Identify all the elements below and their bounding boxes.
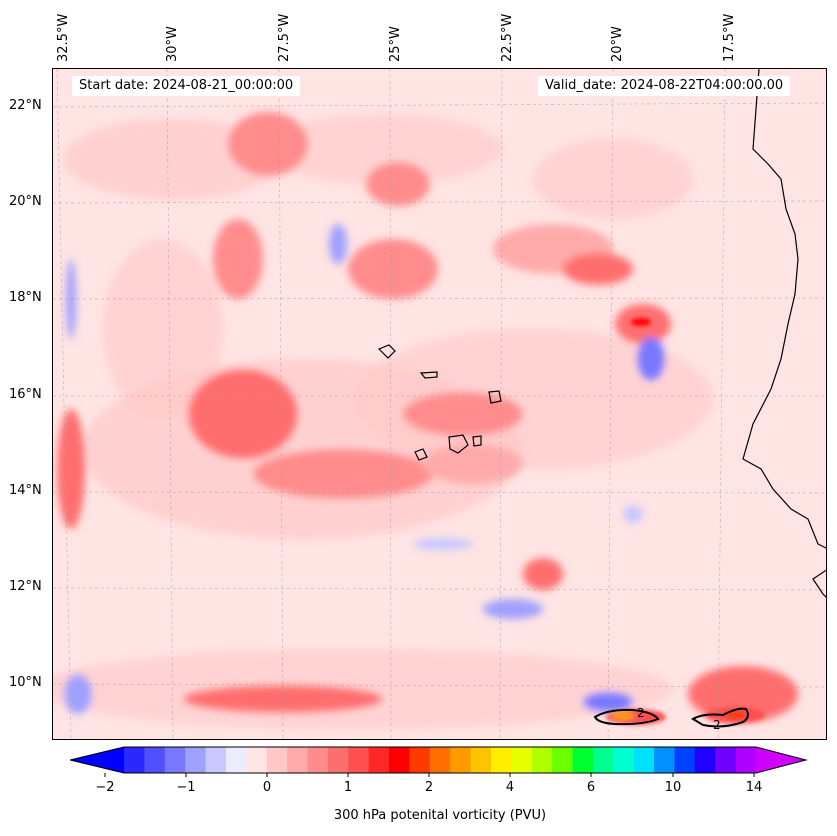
- colorbar-segment: [694, 747, 716, 773]
- lat-label-10n: 10°N: [9, 675, 42, 690]
- cb-tick-label: 4: [505, 780, 515, 795]
- lon-label-32-5w: 32.5°W: [56, 13, 71, 62]
- colorbar-outline: [70, 746, 808, 774]
- lat-label-14n: 14°N: [9, 483, 42, 498]
- pv-contour-2pvu: [691, 707, 749, 728]
- colorbar-segment: [531, 747, 553, 773]
- colorbar-segment: [389, 747, 410, 773]
- lat-label-22n: 22°N: [9, 98, 42, 113]
- cb-tick-label: 0: [262, 780, 272, 795]
- colorbar-segment: [592, 747, 614, 773]
- cb-tick-label: −2: [95, 780, 115, 795]
- lon-label-27-5w: 27.5°W: [277, 13, 292, 62]
- colorbar-segment: [674, 747, 696, 773]
- colorbar: [70, 746, 808, 777]
- colorbar-segment: [511, 747, 533, 773]
- colorbar-segment: [348, 747, 370, 773]
- colorbar-extend-min: [70, 747, 124, 773]
- colorbar-title: 300 hPa potenital vorticity (PVU): [333, 808, 547, 823]
- colorbar-segment: [205, 747, 227, 773]
- cb-tick-label: 6: [586, 780, 596, 795]
- colorbar-segment: [715, 747, 737, 773]
- colorbar-segment: [246, 747, 268, 773]
- colorbar-segment: [654, 747, 675, 773]
- map-panel[interactable]: 2 2: [52, 68, 827, 740]
- lat-label-12n: 12°N: [9, 579, 42, 594]
- pv-contour-2pvu: [593, 708, 660, 726]
- lon-label-20w: 20°W: [610, 26, 625, 62]
- lat-label-20n: 20°N: [9, 194, 42, 209]
- colorbar-segment: [368, 747, 390, 773]
- colorbar-segment: [429, 747, 451, 773]
- colorbar-segment: [307, 747, 329, 773]
- valid-date-box: Valid_date: 2024-08-22T04:00:00.00: [538, 76, 791, 96]
- colorbar-segment: [552, 747, 574, 773]
- cb-tick-label: 1: [343, 780, 353, 795]
- cb-tick-label: 14: [745, 780, 763, 795]
- lon-label-30w: 30°W: [165, 26, 180, 62]
- colorbar-segment: [470, 747, 492, 773]
- colorbar-segment: [124, 747, 145, 773]
- cb-tick-label: −1: [176, 780, 196, 795]
- lon-label-25w: 25°W: [388, 26, 403, 62]
- colorbar-segment: [266, 747, 288, 773]
- cb-tick-label: 10: [664, 780, 682, 795]
- lat-label-18n: 18°N: [9, 290, 42, 305]
- start-date-box: Start date: 2024-08-21_00:00:00: [72, 76, 301, 96]
- lat-label-16n: 16°N: [9, 387, 42, 402]
- colorbar-segment: [185, 747, 207, 773]
- cb-tick-label: 2: [424, 780, 434, 795]
- west-africa-coastline: [742, 69, 826, 549]
- colorbar-segment: [327, 747, 349, 773]
- colorbar-segment: [225, 747, 247, 773]
- pv-field-map: 2 2: [53, 69, 826, 739]
- colorbar-segment: [144, 747, 166, 773]
- colorbar-segment: [409, 747, 431, 773]
- lon-label-17-5w: 17.5°W: [722, 13, 737, 62]
- colorbar-extend-max: [756, 747, 806, 773]
- contour-label: 2: [713, 718, 721, 732]
- colorbar-segment: [287, 747, 308, 773]
- contour-label: 2: [637, 706, 645, 720]
- colorbar-segment: [490, 747, 512, 773]
- colorbar-segment: [735, 747, 757, 773]
- colorbar-segment: [613, 747, 635, 773]
- colorbar-segment: [450, 747, 472, 773]
- colorbar-segment: [633, 747, 655, 773]
- colorbar-segment: [572, 747, 594, 773]
- colorbar-segment: [164, 747, 186, 773]
- lon-label-22-5w: 22.5°W: [500, 13, 515, 62]
